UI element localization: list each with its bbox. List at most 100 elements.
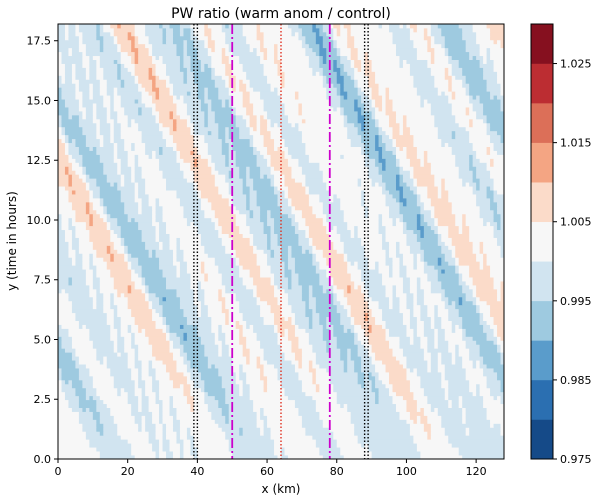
heatmap-cell	[274, 320, 292, 325]
heatmap-cell	[256, 154, 264, 159]
heatmap-cell	[103, 95, 111, 100]
heatmap-cell	[207, 158, 212, 163]
heatmap-cell	[200, 304, 209, 310]
heatmap-cell	[267, 162, 271, 167]
heatmap-cell	[166, 423, 174, 428]
heatmap-cell	[322, 39, 334, 45]
heatmap-cell	[406, 419, 414, 424]
heatmap-cell	[103, 39, 115, 45]
heatmap-cell	[131, 59, 136, 64]
heatmap-cell	[497, 328, 504, 333]
x-tick-label: 80	[330, 465, 344, 478]
heatmap-cell	[458, 403, 463, 408]
heatmap-cell	[166, 27, 174, 33]
heatmap-cell	[392, 300, 400, 306]
heatmap-cell	[392, 285, 397, 290]
heatmap-cell	[305, 182, 327, 187]
heatmap-cell	[99, 91, 108, 96]
heatmap-cell	[221, 138, 226, 144]
heatmap-cell	[329, 336, 338, 341]
heatmap-cell	[246, 118, 251, 124]
heatmap-cell	[246, 166, 251, 171]
heatmap-cell	[315, 383, 320, 389]
heatmap-cell	[253, 281, 271, 286]
heatmap-cell	[385, 103, 393, 108]
heatmap-cell	[399, 55, 418, 60]
heatmap-cell	[409, 174, 414, 179]
heatmap-cell	[294, 316, 310, 321]
heatmap-cell	[465, 368, 484, 373]
heatmap-cell	[277, 146, 282, 151]
heatmap-cell	[110, 328, 118, 333]
heatmap-cell	[148, 249, 153, 254]
heatmap-cell	[409, 170, 414, 175]
heatmap-cell	[395, 146, 400, 151]
heatmap-cell	[294, 399, 317, 405]
heatmap-cell	[437, 237, 442, 242]
heatmap-cell	[162, 217, 188, 223]
heatmap-cell	[462, 83, 470, 88]
heatmap-cell	[476, 111, 484, 116]
heatmap-cell	[368, 304, 379, 310]
heatmap-cell	[406, 150, 418, 155]
heatmap-cell	[378, 91, 386, 96]
heatmap-cell	[375, 134, 379, 140]
heatmap-cell	[75, 229, 90, 234]
heatmap-cell	[270, 233, 278, 238]
heatmap-cell	[364, 59, 372, 64]
heatmap-cell	[96, 419, 101, 424]
heatmap-cell	[416, 320, 425, 325]
heatmap-cell	[193, 162, 198, 167]
heatmap-cell	[232, 194, 247, 199]
heatmap-cell	[364, 114, 372, 120]
heatmap-cell	[448, 198, 477, 203]
heatmap-cell	[301, 118, 306, 124]
heatmap-cell	[89, 146, 94, 151]
heatmap-cell	[434, 35, 446, 41]
heatmap-cell	[141, 107, 153, 112]
heatmap-cell	[186, 356, 209, 361]
heatmap-cell	[61, 288, 66, 294]
y-tick-label: 2.5	[34, 393, 52, 406]
heatmap-cell	[430, 427, 446, 432]
heatmap-cell	[58, 99, 66, 104]
heatmap-cell	[441, 261, 449, 266]
heatmap-cell	[124, 63, 136, 68]
heatmap-cell	[148, 340, 170, 345]
heatmap-cell	[148, 35, 163, 41]
heatmap-cell	[169, 336, 181, 341]
heatmap-cell	[263, 383, 268, 389]
heatmap-cell	[61, 75, 66, 80]
heatmap-cell	[427, 221, 435, 227]
heatmap-cell	[235, 107, 247, 112]
heatmap-cell	[277, 198, 289, 203]
heatmap-cell	[58, 91, 62, 96]
heatmap-cell	[430, 324, 435, 329]
heatmap-cell	[92, 146, 97, 151]
heatmap-cell	[490, 198, 494, 203]
heatmap-cell	[427, 308, 435, 314]
heatmap-cell	[68, 328, 90, 333]
heatmap-cell	[416, 265, 425, 270]
heatmap-cell	[434, 407, 439, 412]
heatmap-cell	[500, 288, 504, 294]
heatmap-cell	[239, 209, 251, 215]
heatmap-cell	[493, 178, 504, 183]
heatmap-cell	[479, 308, 491, 314]
heatmap-cell	[117, 427, 139, 432]
heatmap-cell	[357, 379, 366, 385]
heatmap-cell	[89, 83, 94, 88]
heatmap-cell	[207, 95, 219, 100]
heatmap-cell	[413, 43, 428, 49]
heatmap-cell	[497, 372, 504, 377]
heatmap-cell	[207, 63, 212, 68]
heatmap-cell	[193, 31, 205, 37]
heatmap-cell	[58, 138, 62, 144]
heatmap-cell	[82, 324, 87, 329]
heatmap-cell	[406, 201, 418, 207]
heatmap-cell	[368, 352, 376, 357]
heatmap-cell	[58, 308, 73, 314]
heatmap-cell	[406, 269, 425, 274]
heatmap-cell	[58, 427, 83, 432]
heatmap-cell	[138, 47, 149, 53]
